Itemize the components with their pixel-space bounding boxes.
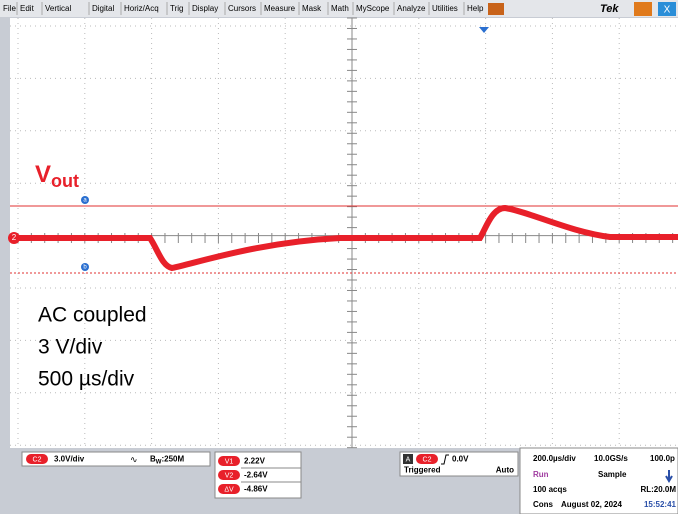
menu-item[interactable]: Cursors (228, 4, 256, 13)
dropdown-button[interactable] (488, 3, 504, 15)
channel-marker-label: 2 (12, 233, 17, 242)
menu-item[interactable]: Horiz/Acq (124, 4, 159, 13)
note: AC coupled (38, 304, 147, 327)
channel-name: C2 (33, 456, 42, 463)
run-state: Run (533, 470, 549, 479)
cursor-value: -2.64V (244, 471, 268, 480)
menu-item[interactable]: Vertical (45, 4, 71, 13)
menu-item[interactable]: Display (192, 4, 218, 13)
acq-count: 100 acqs (533, 485, 567, 494)
minimize-button[interactable] (634, 2, 652, 16)
date: August 02, 2024 (561, 500, 622, 509)
note: 3 V/div (38, 336, 103, 359)
menu-item[interactable]: Digital (92, 4, 114, 13)
acq-mode: Sample (598, 470, 627, 479)
horizontal-scale: 200.0µs/div (533, 454, 576, 463)
cursor-tag: ΔV (224, 486, 234, 493)
menu-item[interactable]: Help (467, 4, 484, 13)
page: File Edit Vertical Digital Horiz/Acq Trig Disp… (0, 0, 678, 514)
menu-item[interactable]: Measure (264, 4, 296, 13)
record-length: RL:20.0M (640, 485, 676, 494)
time: 15:52:41 (644, 500, 677, 509)
sample-rate: 10.0GS/s (594, 454, 628, 463)
bandwidth: BW:250M (150, 455, 184, 465)
menu-item[interactable]: Utilities (432, 4, 458, 13)
coupling-icon: ∿ (130, 454, 138, 464)
cursor-value: 2.22V (244, 457, 266, 466)
note: 500 µs/div (38, 368, 135, 391)
close-icon: X (664, 5, 671, 16)
cursor-tag: V2 (225, 472, 234, 479)
menu-item[interactable]: Mask (302, 4, 322, 13)
menu-item[interactable]: Edit (20, 4, 35, 13)
menu-item[interactable]: Trig (170, 4, 183, 13)
scope-screen: File Edit Vertical Digital Horiz/Acq Trig Disp… (0, 0, 678, 514)
menu-item[interactable]: MyScope (356, 4, 390, 13)
channel-scale: 3.0V/div (54, 455, 85, 464)
trigger-state: Triggered (404, 466, 441, 475)
trigger-channel: C2 (423, 456, 432, 463)
cursor-tag: V1 (225, 458, 234, 465)
trigger-mode: Auto (496, 466, 514, 475)
trigger-letter: A (406, 456, 411, 463)
points-per-div: 100.0p (650, 454, 675, 463)
menu-item[interactable]: Analyze (397, 4, 426, 13)
cons: Cons (533, 500, 554, 509)
menu-item[interactable]: Math (331, 4, 349, 13)
brand: Tek (600, 3, 619, 15)
menu-item[interactable]: File (3, 4, 16, 13)
cursor-value: -4.86V (244, 485, 268, 494)
trigger-level: 0.0V (452, 455, 469, 464)
